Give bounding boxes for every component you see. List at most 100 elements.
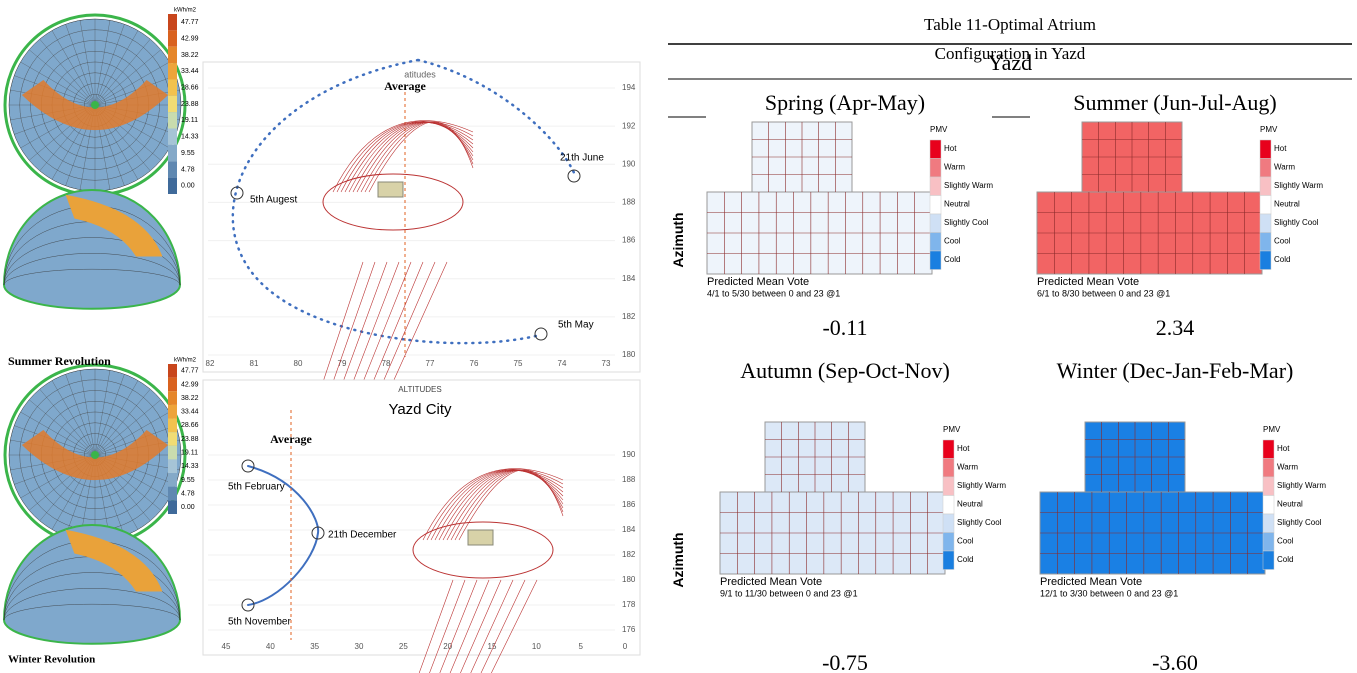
- label: 35: [310, 642, 319, 651]
- label: 76: [470, 359, 479, 368]
- legend-swatch: [168, 47, 177, 63]
- label: 190: [622, 159, 636, 168]
- label: 180: [622, 350, 636, 359]
- pmv-value: 2.34: [1045, 313, 1305, 342]
- pmv-value: -0.11: [715, 313, 975, 342]
- label: kWh/m2: [174, 358, 197, 364]
- label: 10: [532, 642, 541, 651]
- pmv-swatch: [930, 159, 941, 178]
- label: Predicted Mean Vote: [707, 276, 809, 288]
- pmv-swatch: [930, 214, 941, 233]
- label: 77: [426, 359, 435, 368]
- label: 5th May: [558, 320, 594, 331]
- pmv-swatch: [1263, 459, 1274, 478]
- legend-swatch: [168, 446, 177, 460]
- label: 81: [250, 359, 259, 368]
- legend-swatch: [168, 129, 177, 145]
- label: 186: [622, 236, 636, 245]
- pmv-swatch: [943, 496, 954, 515]
- label: Warm: [1274, 163, 1295, 172]
- label: PMV: [943, 425, 961, 434]
- dome-center: [91, 101, 99, 109]
- pmv-swatch: [930, 177, 941, 196]
- label: 74: [558, 359, 567, 368]
- label: 21th December: [328, 530, 397, 541]
- pmv-swatch: [943, 477, 954, 496]
- label: 186: [622, 500, 636, 509]
- label: 4.78: [181, 166, 195, 173]
- label: Slightly Warm: [957, 481, 1006, 490]
- legend-swatch: [168, 473, 177, 487]
- label: ALTITUDES: [398, 385, 441, 394]
- label: Slightly Warm: [944, 181, 993, 190]
- season-header: Spring (Apr-May): [715, 88, 975, 117]
- pmv-swatch: [1263, 551, 1274, 570]
- pmv-swatch: [943, 551, 954, 570]
- model: [378, 182, 403, 197]
- label: 0.00: [181, 183, 195, 190]
- label: Neutral: [957, 500, 983, 509]
- label: 47.77: [181, 368, 199, 375]
- label: 80: [294, 359, 303, 368]
- label: Hot: [1274, 144, 1287, 153]
- label: 190: [622, 450, 636, 459]
- label: 19.11: [181, 117, 198, 124]
- legend-swatch: [168, 112, 177, 128]
- pmv-swatch: [943, 440, 954, 459]
- label: PMV: [1260, 125, 1278, 134]
- label: 79: [338, 359, 347, 368]
- label: Warm: [1277, 463, 1298, 472]
- label: 4/1 to 5/30 between 0 and 23 @1: [707, 288, 840, 298]
- label: Neutral: [1274, 200, 1300, 209]
- model: [468, 530, 493, 545]
- label: 192: [622, 121, 636, 130]
- label: 23.88: [181, 436, 199, 443]
- legend-swatch: [168, 432, 177, 446]
- label: 14.33: [181, 463, 199, 470]
- label: 21th June: [560, 153, 604, 164]
- pmv-swatch: [1260, 214, 1271, 233]
- legend-swatch: [168, 405, 177, 419]
- label: 9.55: [181, 477, 195, 484]
- label: PMV: [930, 125, 948, 134]
- label: 14.33: [181, 134, 199, 141]
- label: 12/1 to 3/30 between 0 and 23 @1: [1040, 588, 1178, 598]
- label: Slightly Warm: [1277, 481, 1326, 490]
- label: Slightly Warm: [1274, 181, 1323, 190]
- label: kWh/m2: [174, 8, 197, 14]
- label: 184: [622, 274, 636, 283]
- label: 180: [622, 575, 636, 584]
- label: 5th February: [228, 482, 285, 493]
- label: Slightly Cool: [944, 218, 989, 227]
- pmv-swatch: [943, 459, 954, 478]
- label: Predicted Mean Vote: [1040, 576, 1142, 588]
- label: 184: [622, 525, 636, 534]
- label: Cool: [1277, 537, 1294, 546]
- label: Cold: [944, 255, 960, 264]
- pmv-swatch: [930, 233, 941, 252]
- label: 9.55: [181, 150, 195, 157]
- legend-swatch: [168, 487, 177, 501]
- city-header: Yazd: [880, 48, 1140, 77]
- pmv-swatch: [1263, 496, 1274, 515]
- label: 28.66: [181, 84, 199, 91]
- label: 30: [355, 642, 364, 651]
- legend-swatch: [168, 459, 177, 473]
- label: 6/1 to 8/30 between 0 and 23 @1: [1037, 288, 1170, 298]
- page: kWh/m247.7742.9938.2233.4428.6623.8819.1…: [0, 0, 1357, 673]
- legend-swatch: [168, 30, 177, 46]
- label: 82: [206, 359, 215, 368]
- label: Slightly Cool: [1274, 218, 1319, 227]
- legend-swatch: [168, 14, 177, 30]
- legend-swatch: [168, 79, 177, 95]
- legend-swatch: [168, 96, 177, 112]
- legend-swatch: [168, 391, 177, 405]
- label: Slightly Cool: [957, 518, 1002, 527]
- label: Warm: [944, 163, 965, 172]
- pmv-swatch: [1263, 533, 1274, 552]
- pmv-swatch: [930, 196, 941, 215]
- label: Cool: [957, 537, 974, 546]
- dome-center: [91, 451, 99, 459]
- label: 4.78: [181, 490, 195, 497]
- season-header: Autumn (Sep-Oct-Nov): [715, 356, 975, 385]
